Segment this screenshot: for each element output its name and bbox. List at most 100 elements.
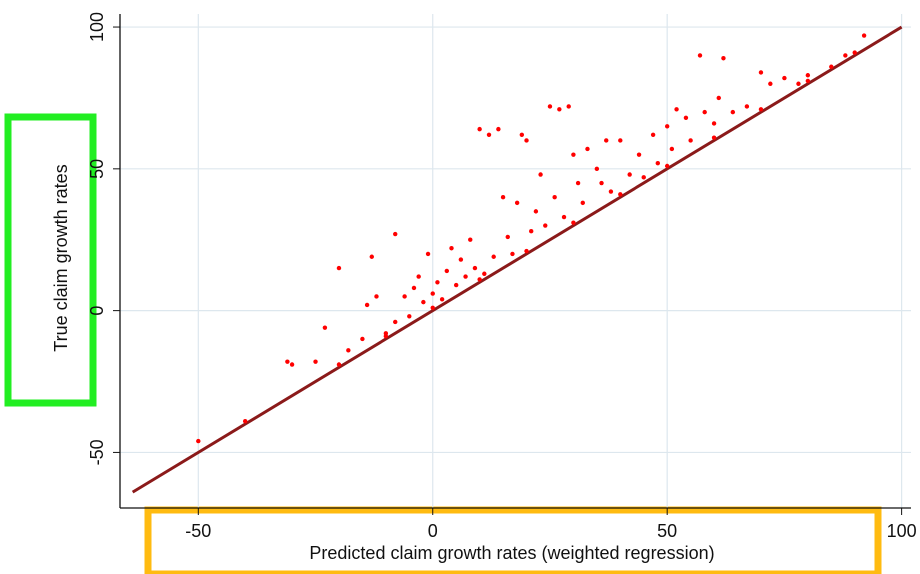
point xyxy=(608,189,614,194)
point xyxy=(782,75,787,81)
point xyxy=(407,314,412,319)
point xyxy=(402,294,407,299)
point xyxy=(557,107,562,112)
point xyxy=(641,175,646,180)
point xyxy=(664,124,670,129)
point xyxy=(472,265,478,271)
point xyxy=(758,70,764,75)
point xyxy=(383,333,389,339)
point xyxy=(711,135,717,140)
point xyxy=(697,53,703,58)
point xyxy=(744,104,750,109)
x-tick-label: -50 xyxy=(185,521,211,541)
point xyxy=(336,362,342,367)
point xyxy=(336,265,342,271)
point xyxy=(664,163,670,169)
point xyxy=(242,419,248,424)
point xyxy=(477,277,482,282)
point xyxy=(711,121,717,126)
point xyxy=(547,104,553,109)
y-axis-label: True claim growth rates xyxy=(51,164,71,351)
point xyxy=(519,132,525,138)
x-tick-label: 50 xyxy=(657,521,677,541)
point xyxy=(655,160,661,166)
point xyxy=(196,438,201,444)
y-tick-label: 0 xyxy=(87,306,107,316)
point xyxy=(829,64,834,69)
point xyxy=(674,107,679,112)
point xyxy=(618,192,623,197)
point xyxy=(430,291,435,296)
point xyxy=(571,152,576,157)
point xyxy=(500,194,506,200)
point xyxy=(477,126,482,132)
point xyxy=(360,336,365,342)
point xyxy=(852,50,857,55)
point xyxy=(524,248,529,254)
point xyxy=(458,257,464,262)
point xyxy=(514,200,520,206)
point xyxy=(322,325,328,330)
point xyxy=(805,78,811,84)
point xyxy=(575,180,581,186)
x-tick-label: 0 xyxy=(428,521,438,541)
point xyxy=(491,254,496,259)
point xyxy=(505,234,510,240)
point xyxy=(627,172,632,177)
point xyxy=(313,359,318,364)
point xyxy=(768,81,773,86)
point xyxy=(861,33,867,38)
point xyxy=(716,95,721,101)
point xyxy=(285,359,290,364)
point xyxy=(561,214,567,220)
point xyxy=(496,126,501,132)
x-axis-label: Predicted claim growth rates (weighted r… xyxy=(309,543,714,563)
point xyxy=(594,166,600,172)
highlight-box xyxy=(4,113,97,407)
y-tick-label: 50 xyxy=(87,159,107,179)
y-tick-label: 100 xyxy=(87,12,107,42)
point xyxy=(416,274,421,279)
point xyxy=(721,56,726,61)
point xyxy=(346,348,351,353)
point xyxy=(702,109,707,115)
point xyxy=(533,209,539,214)
y-tick-label: -50 xyxy=(87,439,107,465)
point xyxy=(580,200,585,206)
point xyxy=(604,138,609,143)
reference-line xyxy=(131,25,903,494)
point xyxy=(552,194,557,200)
point xyxy=(393,231,398,237)
point xyxy=(463,274,468,279)
point xyxy=(486,132,492,138)
point xyxy=(468,237,473,242)
point xyxy=(543,223,548,228)
point xyxy=(669,146,675,152)
point xyxy=(289,362,295,367)
point xyxy=(585,146,590,152)
point xyxy=(618,138,623,143)
point xyxy=(425,251,431,257)
point xyxy=(843,53,848,58)
point xyxy=(364,302,370,308)
point xyxy=(393,319,398,325)
point xyxy=(453,282,459,288)
point xyxy=(411,285,417,291)
point xyxy=(730,109,736,115)
point xyxy=(538,172,543,177)
x-tick-label: 100 xyxy=(887,521,917,541)
point xyxy=(524,138,529,143)
point xyxy=(449,246,454,251)
point xyxy=(805,73,811,78)
highlight-box xyxy=(144,506,882,574)
point xyxy=(374,294,379,299)
point xyxy=(529,229,534,234)
point xyxy=(758,107,764,112)
point xyxy=(566,104,571,109)
point xyxy=(636,152,642,157)
point xyxy=(444,268,450,274)
point xyxy=(650,132,656,138)
point xyxy=(369,254,374,259)
point xyxy=(435,280,440,285)
